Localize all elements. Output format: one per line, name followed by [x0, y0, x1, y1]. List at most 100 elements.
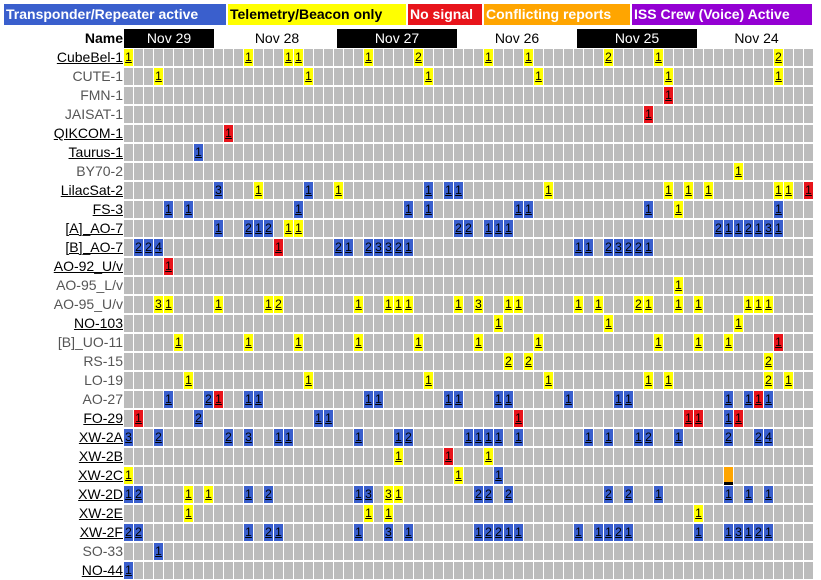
status-cell[interactable]: 1 — [744, 391, 753, 408]
status-cell[interactable]: 3 — [734, 524, 743, 541]
satellite-name[interactable]: NO-103 — [73, 315, 123, 331]
status-cell[interactable]: 1 — [304, 68, 313, 85]
status-cell[interactable]: 1 — [744, 296, 753, 313]
status-cell[interactable]: 2 — [604, 486, 613, 503]
status-cell[interactable]: 1 — [574, 524, 583, 541]
status-cell[interactable]: 1 — [184, 505, 193, 522]
status-cell[interactable]: 1 — [474, 334, 483, 351]
status-cell[interactable]: 1 — [774, 220, 783, 237]
status-cell[interactable]: 1 — [164, 391, 173, 408]
status-cell[interactable]: 1 — [724, 334, 733, 351]
status-cell[interactable]: 1 — [304, 182, 313, 199]
status-cell[interactable]: 1 — [244, 524, 253, 541]
status-cell[interactable]: 1 — [354, 486, 363, 503]
status-cell[interactable]: 1 — [654, 334, 663, 351]
satellite-name[interactable]: XW-2A — [78, 429, 123, 445]
status-cell[interactable]: 2 — [264, 524, 273, 541]
status-cell[interactable]: 1 — [644, 106, 653, 123]
status-cell[interactable]: 1 — [254, 220, 263, 237]
status-cell[interactable]: 2 — [204, 391, 213, 408]
status-cell[interactable]: 2 — [134, 524, 143, 541]
status-cell[interactable]: 1 — [194, 144, 203, 161]
status-cell[interactable]: 1 — [294, 220, 303, 237]
status-cell[interactable]: 1 — [254, 391, 263, 408]
status-cell[interactable]: 3 — [384, 524, 393, 541]
status-cell[interactable]: 3 — [384, 239, 393, 256]
status-cell[interactable]: 2 — [464, 220, 473, 237]
status-cell[interactable]: 2 — [624, 239, 633, 256]
status-cell[interactable]: 1 — [214, 296, 223, 313]
status-cell[interactable]: 1 — [444, 182, 453, 199]
satellite-name[interactable]: [B]_AO-7 — [65, 239, 123, 255]
status-cell[interactable]: 1 — [694, 524, 703, 541]
status-cell[interactable]: 1 — [724, 486, 733, 503]
status-cell[interactable]: 1 — [354, 524, 363, 541]
status-cell[interactable]: 2 — [724, 429, 733, 446]
status-cell[interactable]: 2 — [754, 524, 763, 541]
status-cell[interactable]: 1 — [724, 391, 733, 408]
status-cell[interactable]: 1 — [154, 543, 163, 560]
status-cell[interactable]: 1 — [444, 448, 453, 465]
status-cell[interactable]: 1 — [244, 391, 253, 408]
status-cell[interactable]: 3 — [764, 220, 773, 237]
status-cell[interactable]: 1 — [484, 448, 493, 465]
status-cell[interactable]: 3 — [124, 429, 133, 446]
status-cell[interactable]: 1 — [484, 49, 493, 66]
status-cell[interactable]: 2 — [124, 524, 133, 541]
status-cell[interactable]: 1 — [674, 277, 683, 294]
status-cell[interactable]: 2 — [244, 220, 253, 237]
satellite-name[interactable]: XW-2B — [78, 448, 123, 464]
status-cell[interactable]: 2 — [264, 220, 273, 237]
status-cell[interactable]: 1 — [424, 201, 433, 218]
status-cell[interactable]: 1 — [334, 182, 343, 199]
status-cell[interactable]: 1 — [734, 315, 743, 332]
status-cell[interactable]: 1 — [514, 410, 523, 427]
status-cell[interactable]: 1 — [784, 182, 793, 199]
status-cell[interactable]: 1 — [544, 182, 553, 199]
status-cell[interactable]: 1 — [614, 391, 623, 408]
status-cell[interactable]: 1 — [494, 391, 503, 408]
status-cell[interactable]: 1 — [534, 334, 543, 351]
status-cell[interactable]: 1 — [394, 486, 403, 503]
status-cell[interactable]: 2 — [414, 49, 423, 66]
status-cell[interactable]: 1 — [764, 391, 773, 408]
status-cell[interactable]: 3 — [244, 429, 253, 446]
status-cell[interactable]: 1 — [774, 182, 783, 199]
status-cell[interactable]: 1 — [734, 220, 743, 237]
status-cell[interactable]: 2 — [274, 296, 283, 313]
status-cell[interactable]: 1 — [604, 315, 613, 332]
status-cell[interactable]: 1 — [624, 391, 633, 408]
status-cell[interactable]: 1 — [594, 524, 603, 541]
status-cell[interactable]: 1 — [764, 296, 773, 313]
status-cell[interactable]: 1 — [124, 562, 133, 579]
status-cell[interactable]: 1 — [734, 163, 743, 180]
status-cell[interactable]: 1 — [764, 524, 773, 541]
status-cell[interactable]: 1 — [774, 201, 783, 218]
status-cell[interactable]: 1 — [544, 372, 553, 389]
status-cell[interactable]: 2 — [764, 353, 773, 370]
status-cell[interactable]: 1 — [504, 524, 513, 541]
status-cell[interactable]: 3 — [154, 296, 163, 313]
status-cell[interactable]: 1 — [274, 524, 283, 541]
status-cell[interactable]: 1 — [534, 68, 543, 85]
status-cell[interactable]: 1 — [244, 486, 253, 503]
status-cell[interactable]: 1 — [244, 49, 253, 66]
status-cell[interactable]: 1 — [774, 68, 783, 85]
satellite-name[interactable]: AO-92_U/v — [53, 258, 123, 274]
status-cell[interactable]: 1 — [674, 296, 683, 313]
status-cell[interactable]: 1 — [484, 220, 493, 237]
status-cell[interactable]: 1 — [164, 258, 173, 275]
status-cell[interactable]: 1 — [204, 486, 213, 503]
status-cell[interactable]: 2 — [754, 429, 763, 446]
status-cell[interactable]: 1 — [184, 201, 193, 218]
status-cell[interactable]: 1 — [164, 296, 173, 313]
status-cell[interactable]: 1 — [474, 429, 483, 446]
status-cell[interactable]: 1 — [564, 391, 573, 408]
status-cell[interactable]: 1 — [354, 429, 363, 446]
status-cell[interactable]: 1 — [294, 201, 303, 218]
status-cell[interactable]: 2 — [484, 524, 493, 541]
satellite-name[interactable]: QIKCOM-1 — [53, 125, 123, 141]
status-cell[interactable]: 1 — [394, 448, 403, 465]
status-cell[interactable]: 1 — [494, 220, 503, 237]
status-cell[interactable]: 2 — [394, 239, 403, 256]
